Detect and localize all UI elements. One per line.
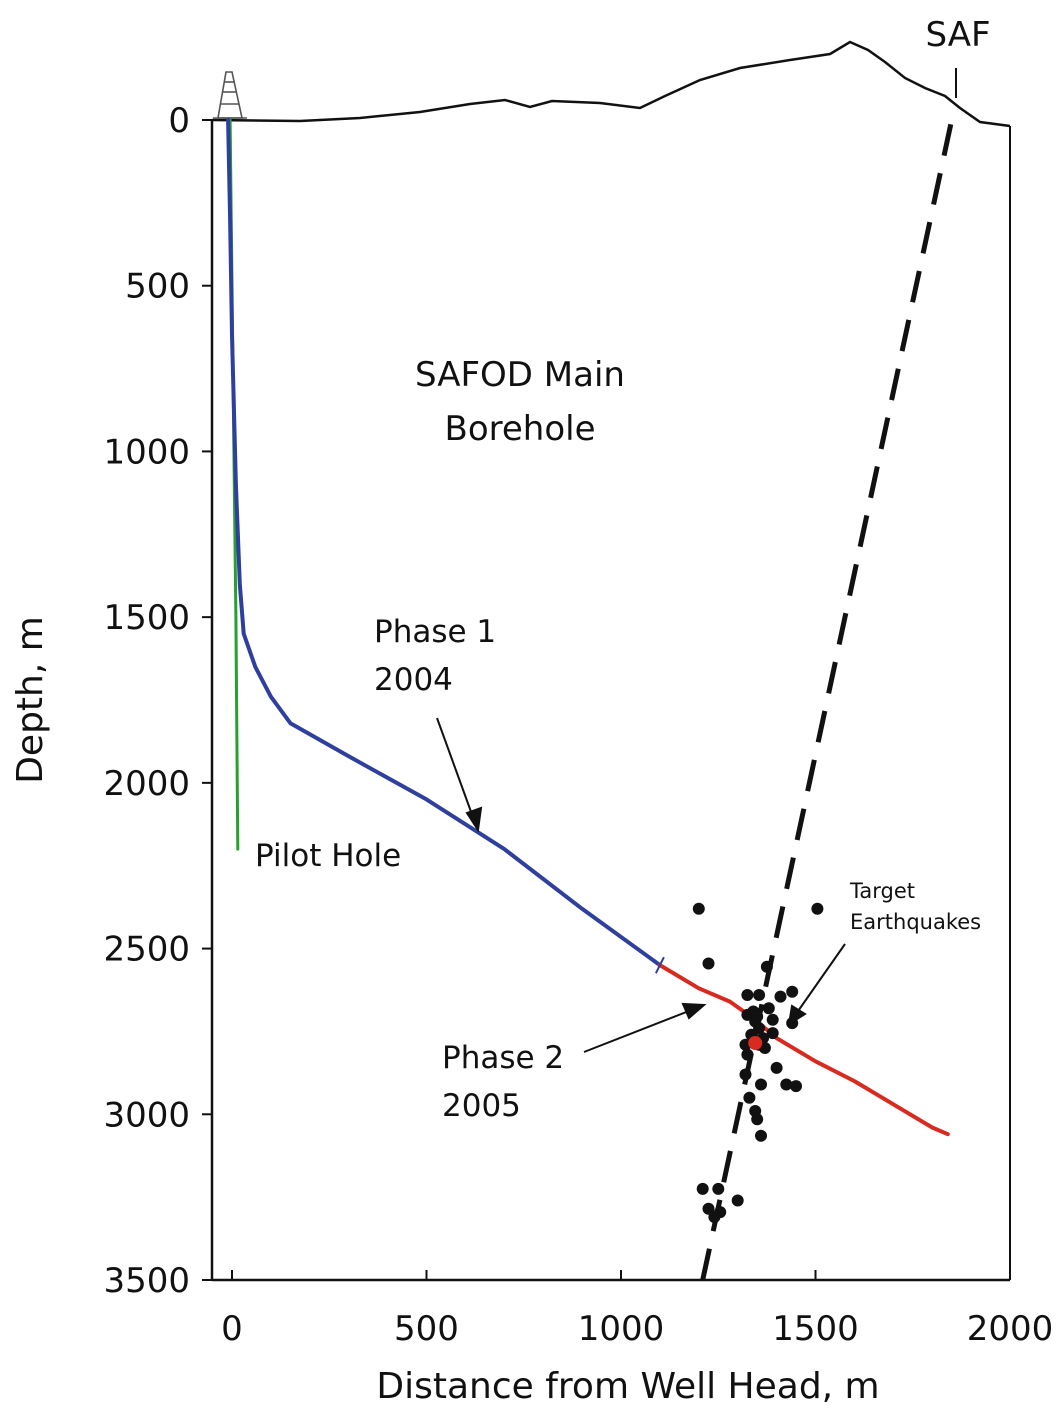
earthquake-point (712, 1182, 725, 1195)
earthquake-point (708, 1211, 721, 1223)
earthquake-point (786, 985, 799, 998)
phase2-borehole-line (657, 963, 950, 1137)
x-tick-label: 1000 (578, 1309, 665, 1349)
earthquake-point (753, 989, 766, 1001)
saf-label: SAF (925, 15, 990, 55)
target-point (748, 1036, 763, 1050)
earthquake-point (780, 1078, 793, 1091)
earthquake-point (755, 1129, 767, 1142)
target-earthquakes-label-line1: Target (849, 879, 915, 903)
earthquake-point (760, 960, 773, 973)
series-layer (226, 118, 955, 1281)
phase1-label-line1: Phase 1 (374, 614, 496, 650)
main-borehole-title-line2: Borehole (445, 409, 596, 449)
y-tick-label: 2500 (103, 930, 190, 970)
earthquake-point (755, 1078, 767, 1091)
x-axis-title: Distance from Well Head, m (376, 1366, 879, 1407)
earthquake-point (770, 1061, 783, 1074)
saf-fault-line (700, 119, 955, 1281)
earthquake-point (696, 1182, 709, 1195)
x-tick-label: 0 (221, 1309, 243, 1349)
phase1-label-line2: 2004 (374, 662, 453, 698)
earthquake-point (741, 989, 754, 1001)
y-tick-label: 500 (125, 267, 190, 307)
y-tick-label: 0 (168, 101, 190, 141)
y-tick-label: 1500 (103, 598, 190, 638)
earthquake-point (790, 1080, 802, 1093)
earthquake-point (751, 1113, 764, 1126)
pilot-hole-label: Pilot Hole (255, 838, 401, 874)
earthquake-point (743, 1091, 756, 1104)
phase2-label-line1: Phase 2 (442, 1040, 564, 1076)
target-earthquakes-label-line2: Earthquakes (850, 910, 981, 934)
phase1-borehole-line (226, 118, 662, 968)
earthquake-point (766, 1027, 779, 1040)
y-tick-label: 3500 (103, 1261, 190, 1301)
phase-boundary-mark (655, 956, 665, 974)
earthquake-point (739, 1068, 752, 1081)
axis-ticks: 0 500 1000 1500 2000 0 500 1000 1500 2000 2500 3000… (103, 101, 1053, 1349)
earthquake-point (692, 902, 705, 915)
earthquake-point (731, 1194, 744, 1207)
main-borehole-title-line1: SAFOD Main (415, 355, 625, 395)
earthquake-point (702, 957, 715, 970)
y-tick-label: 2000 (103, 764, 190, 804)
x-tick-label: 1500 (772, 1309, 859, 1349)
earthquake-point (741, 1048, 754, 1061)
quake-points (692, 902, 824, 1223)
annotation-arrows (436, 717, 846, 1053)
y-axis-title: Depth, m (10, 616, 51, 784)
drill-rig-icon (213, 71, 247, 119)
earthquake-point (766, 1013, 779, 1026)
earthquake-point (811, 902, 824, 915)
surface-topography (211, 40, 1011, 128)
x-tick-label: 2000 (967, 1309, 1054, 1349)
y-tick-label: 3000 (103, 1095, 190, 1135)
x-tick-label: 500 (394, 1309, 459, 1349)
phase2-label-line2: 2005 (442, 1088, 521, 1124)
earthquake-point (774, 990, 787, 1003)
earthquake-point (702, 1202, 715, 1215)
earthquake-point (762, 1002, 775, 1015)
y-tick-label: 1000 (103, 432, 190, 472)
